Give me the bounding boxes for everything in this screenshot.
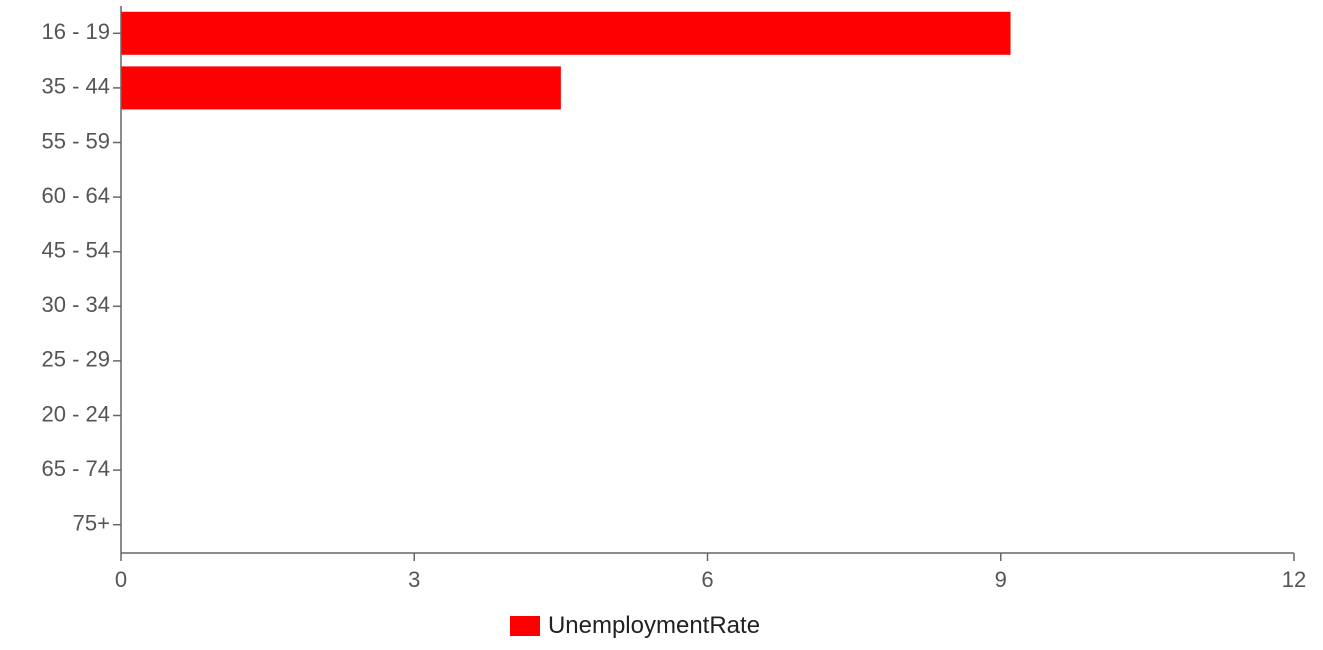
legend: UnemploymentRate — [0, 612, 1270, 640]
y-tick-label: 35 - 44 — [42, 74, 111, 99]
x-tick-label: 6 — [701, 567, 713, 592]
y-tick-label: 25 - 29 — [42, 347, 111, 372]
y-axis: 16 - 19 35 - 44 55 - 59 60 - 64 45 - 54 30 - … — [42, 6, 122, 553]
y-tick-label: 60 - 64 — [42, 183, 111, 208]
y-tick-label: 16 - 19 — [42, 19, 111, 44]
bars-group — [121, 11, 1011, 110]
legend-label: UnemploymentRate — [547, 612, 761, 639]
y-tick-label: 20 - 24 — [42, 401, 111, 426]
x-tick-label: 9 — [995, 567, 1007, 592]
y-tick-label: 45 - 54 — [42, 238, 111, 263]
bar — [121, 66, 561, 110]
y-tick-label: 55 - 59 — [42, 128, 111, 153]
bar-chart: 16 - 19 35 - 44 55 - 59 60 - 64 45 - 54 30 - … — [42, 6, 1306, 592]
bar — [121, 11, 1011, 55]
x-tick-label: 3 — [408, 567, 420, 592]
x-axis: 0 3 6 9 12 — [115, 552, 1306, 592]
y-tick-label: 75+ — [73, 511, 110, 536]
y-tick-label: 30 - 34 — [42, 292, 111, 317]
legend-swatch — [509, 616, 540, 636]
x-tick-label: 0 — [115, 567, 127, 592]
x-tick-label: 12 — [1282, 567, 1306, 592]
y-tick-label: 65 - 74 — [42, 456, 111, 481]
